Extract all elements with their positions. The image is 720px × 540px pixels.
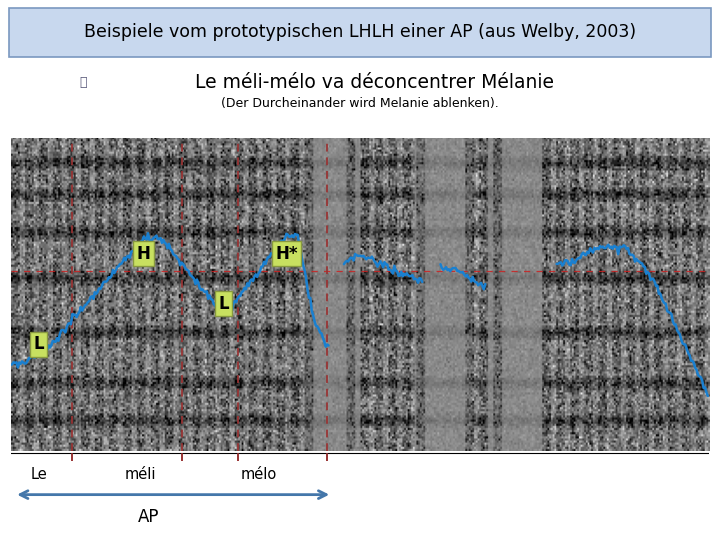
Text: (Der Durcheinander wird Melanie ablenken).: (Der Durcheinander wird Melanie ablenken… [221, 97, 499, 110]
Text: L: L [33, 335, 44, 353]
Text: H: H [137, 245, 150, 262]
Text: Le méli-mélo va déconcentrer Mélanie: Le méli-mélo va déconcentrer Mélanie [195, 72, 554, 92]
Bar [9, 8, 711, 57]
Text: AP: AP [138, 508, 160, 525]
Text: mélo: mélo [240, 467, 277, 482]
Text: H*: H* [276, 245, 298, 262]
Text: 🌐: 🌐 [79, 76, 86, 89]
Text: L: L [218, 295, 229, 313]
Text: méli: méli [125, 467, 156, 482]
Text: Beispiele vom prototypischen LHLH einer AP (aus Welby, 2003): Beispiele vom prototypischen LHLH einer … [84, 23, 636, 42]
Text: Le: Le [30, 467, 47, 482]
